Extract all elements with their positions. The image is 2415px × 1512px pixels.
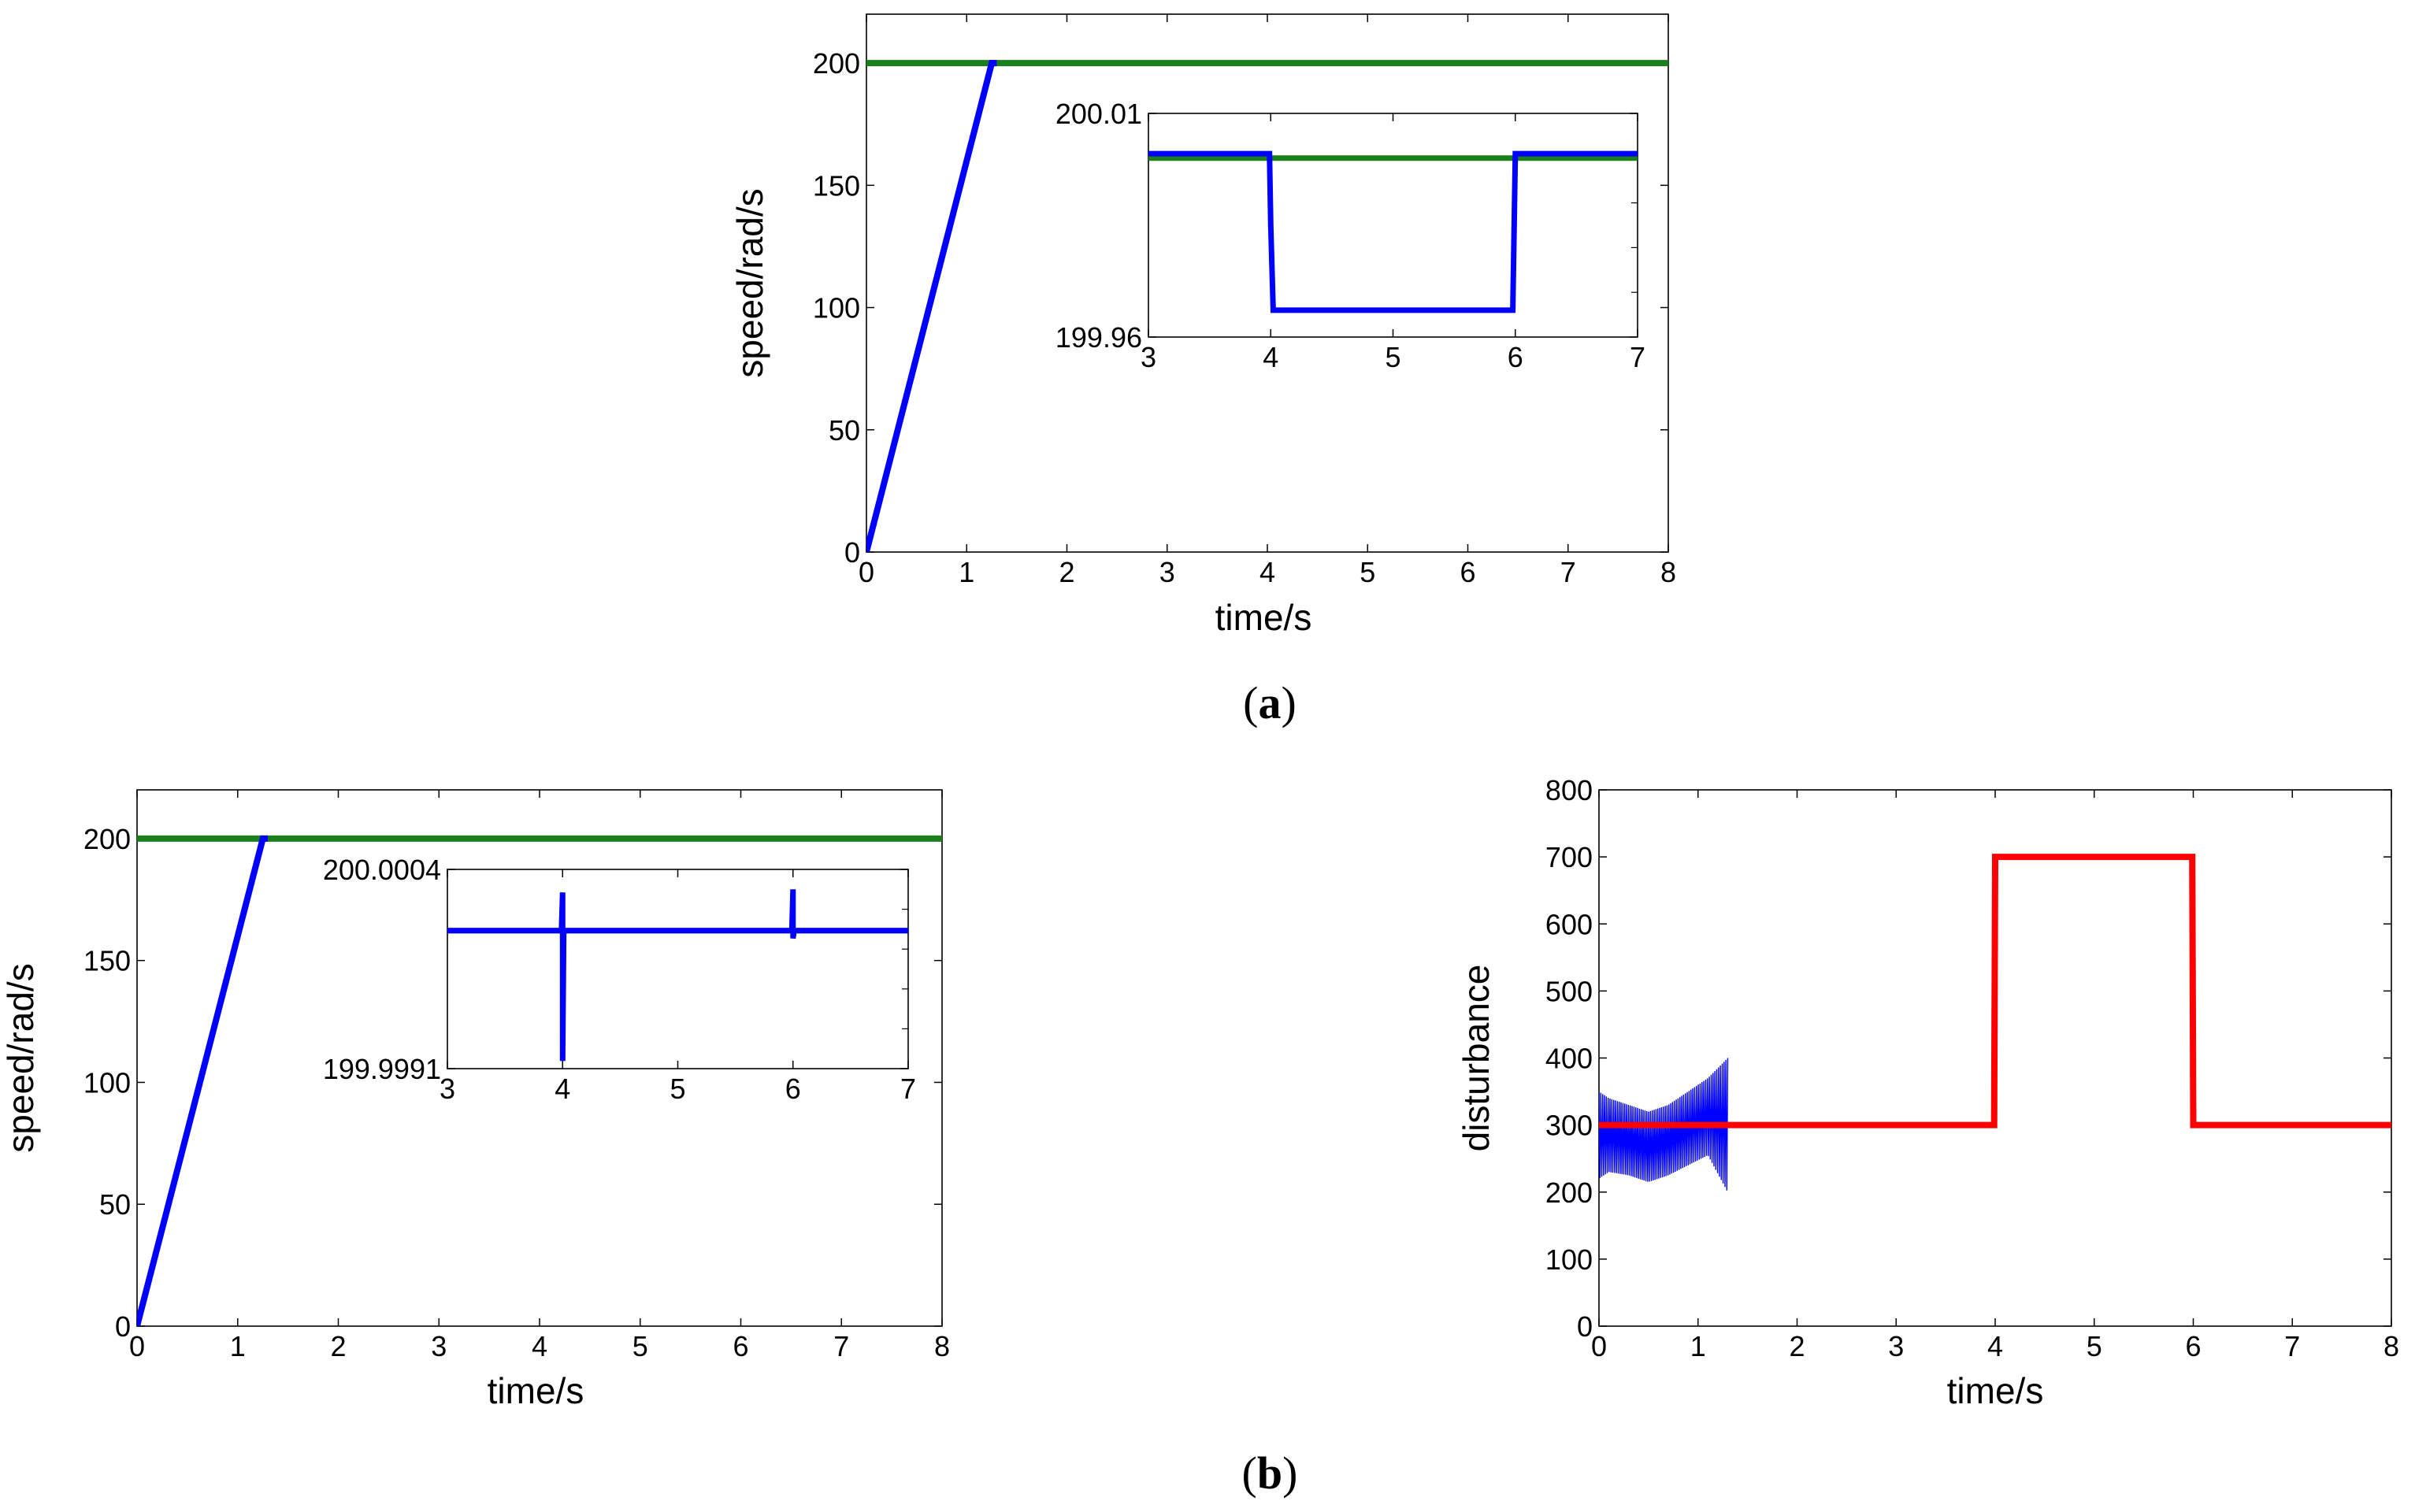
y-tick-label: 200 bbox=[83, 823, 131, 855]
y-axis-label: speed/rad/s bbox=[729, 188, 770, 377]
chart-b-right: 0 1 2 3 4 5 6 7 8 0 100 200 300 400 500 600 700 800 time/s… bbox=[1456, 774, 2399, 1411]
y-axis-label: speed/rad/s bbox=[0, 963, 41, 1152]
plot-area bbox=[1599, 854, 2391, 1191]
y-tick-label: 200.01 bbox=[1055, 98, 1142, 130]
y-axis-label: disturbance bbox=[1456, 965, 1497, 1152]
y-tick-label: 150 bbox=[813, 169, 860, 202]
x-tick-label: 6 bbox=[785, 1073, 801, 1105]
x-tick-label: 4 bbox=[555, 1073, 570, 1105]
x-tick-label: 3 bbox=[440, 1073, 455, 1105]
y-tick-label: 50 bbox=[99, 1188, 131, 1221]
y-tick-label: 50 bbox=[829, 414, 860, 447]
x-tick-label: 5 bbox=[2087, 1330, 2102, 1362]
x-tick-label: 3 bbox=[1141, 341, 1156, 373]
x-tick-label: 3 bbox=[431, 1330, 447, 1362]
series-speed bbox=[137, 835, 269, 1326]
x-tick-label: 6 bbox=[2185, 1330, 2201, 1362]
x-tick-label: 4 bbox=[1263, 341, 1278, 373]
x-tick-label: 0 bbox=[129, 1330, 145, 1362]
y-tick-label: 800 bbox=[1545, 774, 1593, 806]
y-tick-label: 150 bbox=[83, 945, 131, 977]
x-tick-label: 7 bbox=[2284, 1330, 2300, 1362]
y-tick-label: 200.0004 bbox=[323, 854, 441, 886]
x-tick-label: 3 bbox=[1888, 1330, 1904, 1362]
y-tick-label: 0 bbox=[115, 1310, 131, 1343]
x-tick-label: 1 bbox=[230, 1330, 246, 1362]
plot-area bbox=[137, 835, 942, 1326]
x-tick-label: 2 bbox=[330, 1330, 346, 1362]
x-tick-label: 7 bbox=[900, 1073, 916, 1105]
series-speed bbox=[1148, 150, 1638, 313]
x-tick-label: 5 bbox=[1360, 556, 1375, 588]
y-tick-label: 0 bbox=[1577, 1310, 1593, 1343]
plot-frame bbox=[1148, 113, 1638, 338]
x-tick-label: 2 bbox=[1059, 556, 1074, 588]
y-tick-label: 100 bbox=[83, 1066, 131, 1099]
y-tick-label: 199.96 bbox=[1055, 321, 1142, 354]
x-tick-label: 5 bbox=[1385, 341, 1400, 373]
series-estimated bbox=[1599, 1058, 1729, 1191]
x-axis-label: time/s bbox=[488, 1370, 584, 1411]
x-tick-label: 7 bbox=[833, 1330, 849, 1362]
y-tick-label: 100 bbox=[1545, 1243, 1593, 1276]
series-actual bbox=[1599, 854, 2391, 1128]
plot-area bbox=[447, 889, 908, 1062]
y-tick-label: 100 bbox=[813, 292, 860, 324]
plot-area bbox=[866, 60, 1668, 552]
y-tick-label: 500 bbox=[1545, 975, 1593, 1007]
y-tick-label: 199.9991 bbox=[323, 1053, 441, 1085]
x-axis-label: time/s bbox=[1215, 597, 1312, 638]
series-speed bbox=[866, 60, 997, 552]
x-tick-label: 6 bbox=[1460, 556, 1475, 588]
plot-area bbox=[1148, 150, 1638, 313]
x-tick-label: 8 bbox=[2383, 1330, 2399, 1362]
x-tick-label: 5 bbox=[670, 1073, 685, 1105]
y-tick-label: 600 bbox=[1545, 908, 1593, 940]
x-axis-label: time/s bbox=[1947, 1370, 2044, 1411]
x-tick-label: 4 bbox=[1987, 1330, 2003, 1362]
chart-a-inset: 3 4 5 6 7 199.96 200.01 bbox=[1055, 98, 1645, 373]
series-speed bbox=[447, 889, 908, 1062]
x-tick-label: 1 bbox=[1690, 1330, 1706, 1362]
x-tick-label: 6 bbox=[733, 1330, 748, 1362]
x-tick-label: 6 bbox=[1508, 341, 1523, 373]
x-tick-label: 3 bbox=[1159, 556, 1175, 588]
x-tick-label: 4 bbox=[1259, 556, 1275, 588]
x-tick-label: 2 bbox=[1789, 1330, 1805, 1362]
x-tick-label: 7 bbox=[1630, 341, 1645, 373]
plot-frame bbox=[447, 869, 909, 1069]
x-tick-label: 5 bbox=[632, 1330, 648, 1362]
x-tick-label: 4 bbox=[532, 1330, 547, 1362]
y-tick-label: 300 bbox=[1545, 1110, 1593, 1142]
y-tick-label: 400 bbox=[1545, 1043, 1593, 1075]
x-tick-label: 1 bbox=[959, 556, 974, 588]
x-tick-label: 7 bbox=[1560, 556, 1576, 588]
y-tick-label: 0 bbox=[844, 536, 860, 569]
chart-b-left-inset: 3 4 5 6 7 199.9991 200.0004 bbox=[323, 854, 916, 1105]
y-tick-label: 200 bbox=[813, 47, 860, 80]
caption-b: (b) bbox=[1242, 1447, 1298, 1499]
y-tick-label: 200 bbox=[1545, 1177, 1593, 1209]
x-tick-label: 8 bbox=[1660, 556, 1676, 588]
x-tick-label: 0 bbox=[1591, 1330, 1607, 1362]
x-tick-label: 8 bbox=[934, 1330, 950, 1362]
y-tick-label: 700 bbox=[1545, 841, 1593, 873]
caption-a: (a) bbox=[1243, 677, 1297, 728]
x-tick-label: 0 bbox=[859, 556, 874, 588]
